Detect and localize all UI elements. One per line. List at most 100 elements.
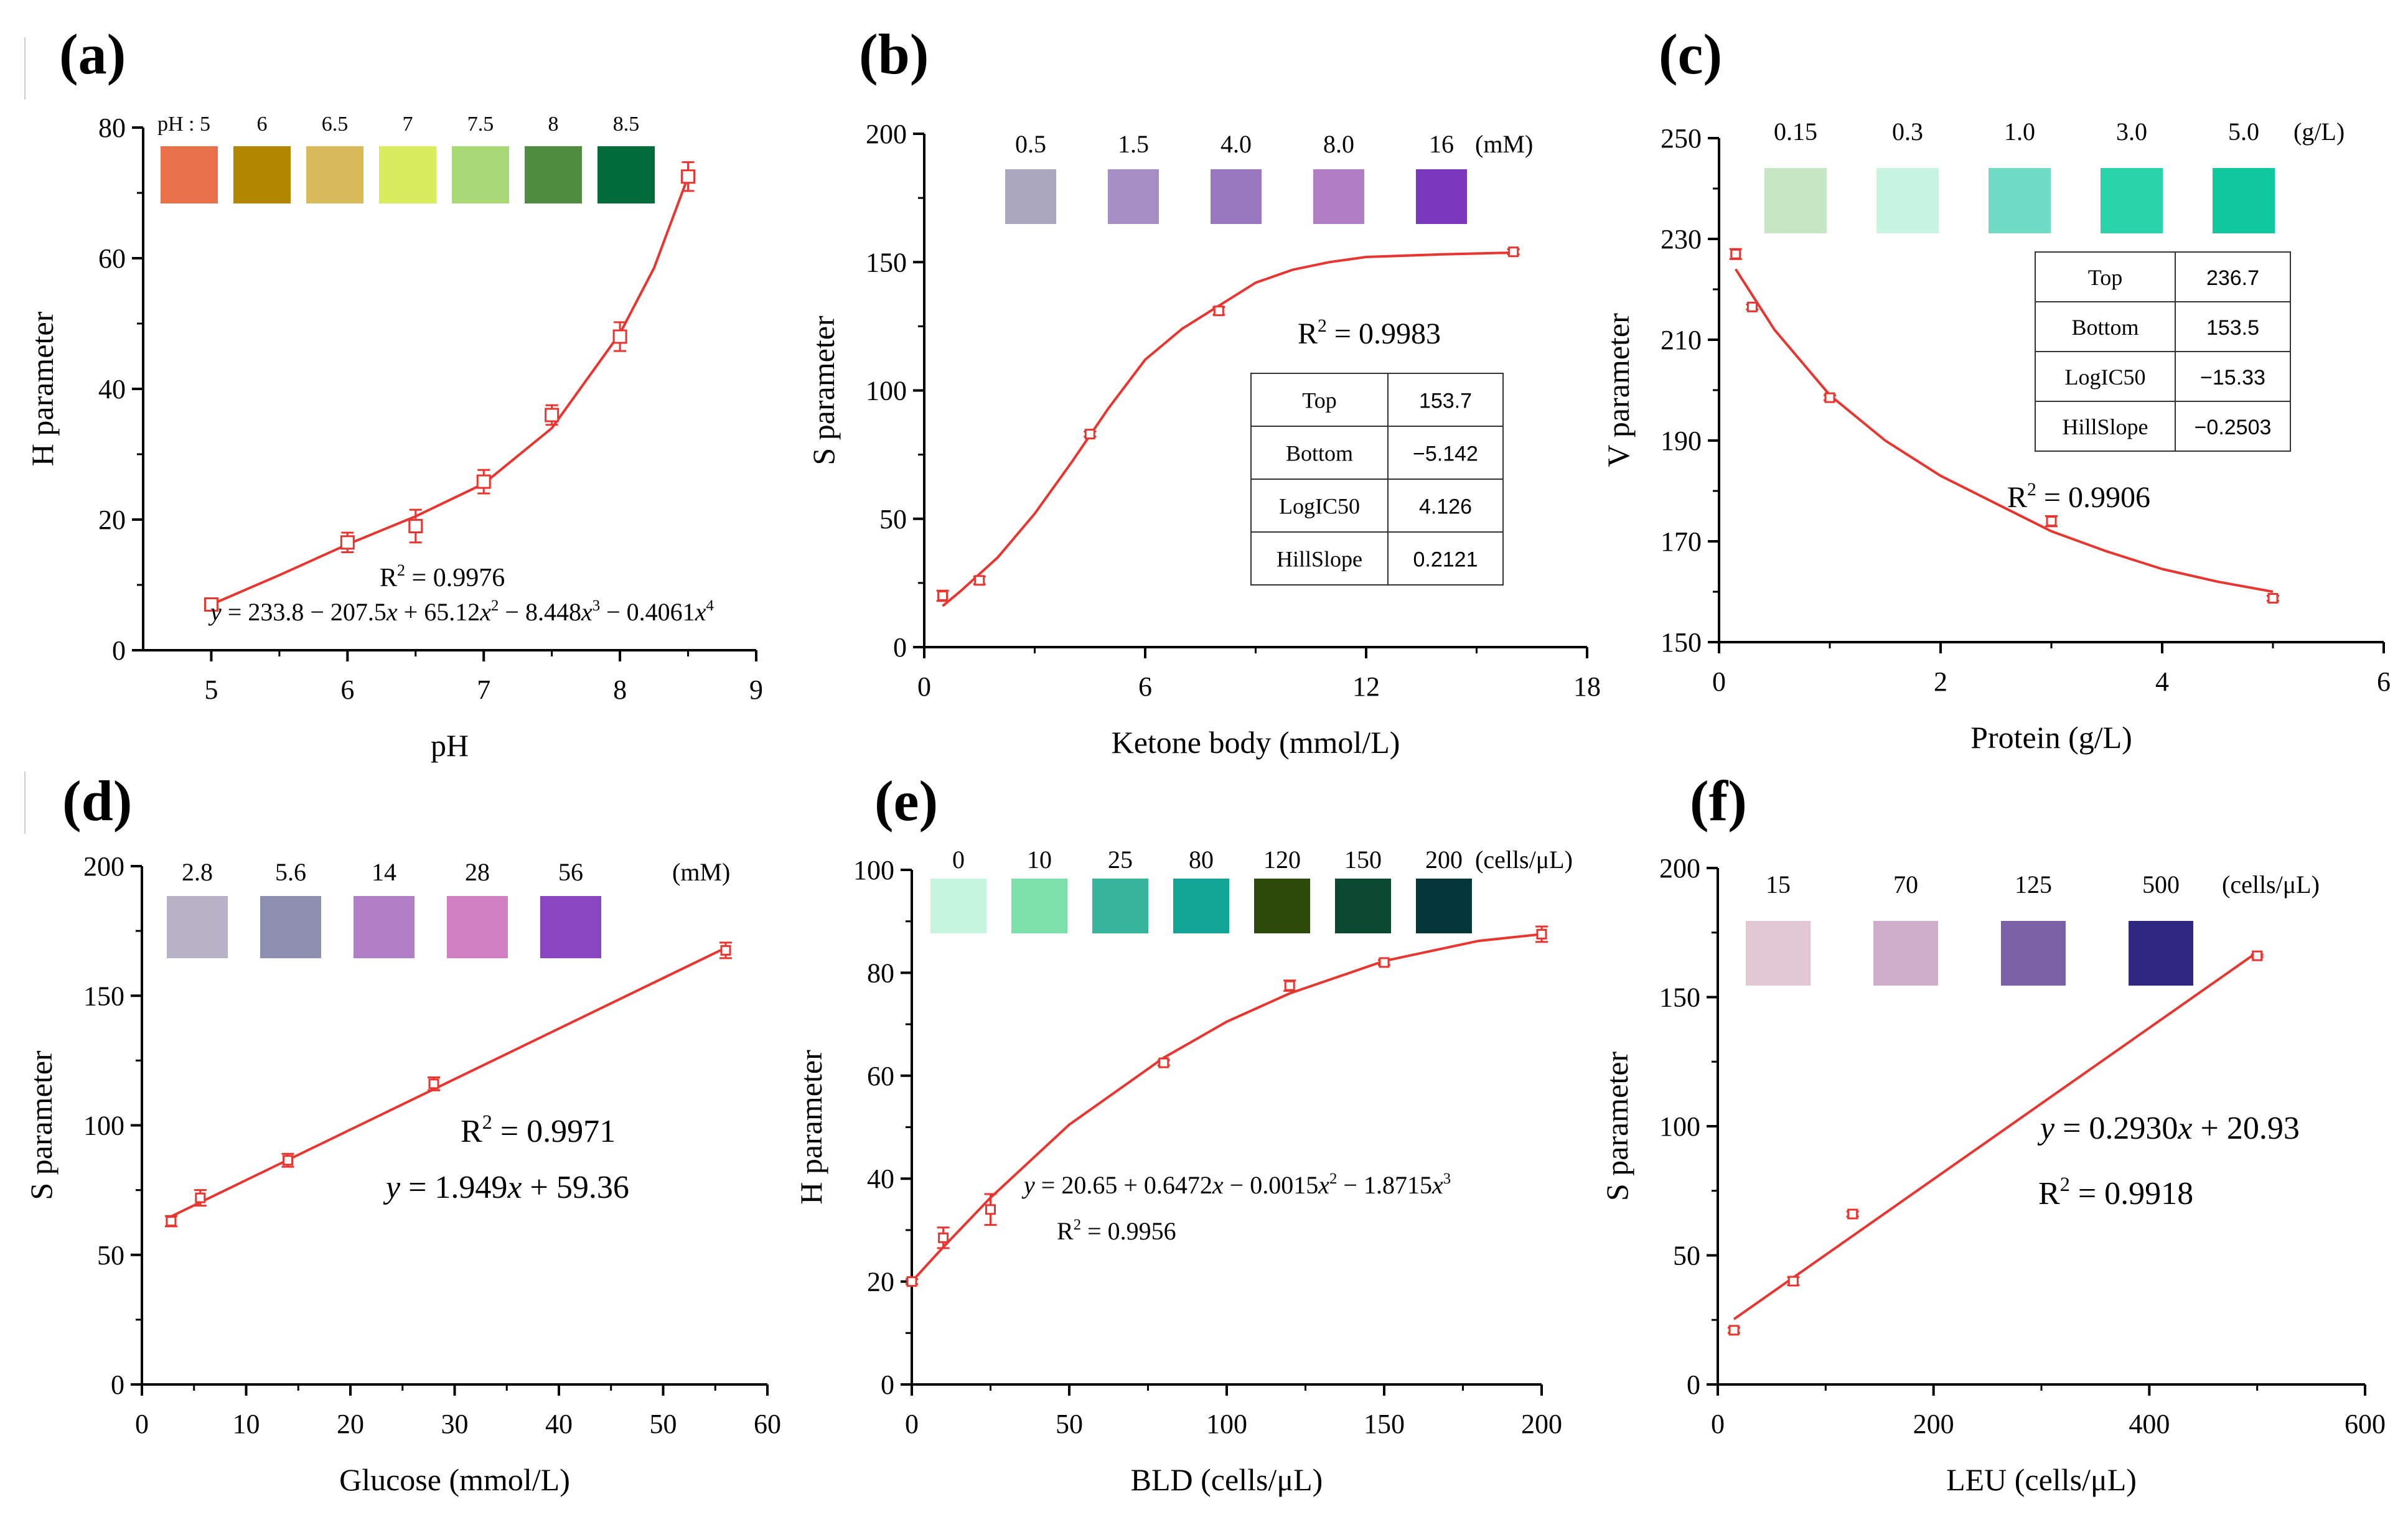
r-squared-label: R2 = 0.9976	[380, 561, 505, 592]
x-tick-label: 8	[613, 674, 627, 705]
swatch-label: 500	[2142, 871, 2180, 899]
fit-equation: y = 233.8 − 207.5x + 65.12x2 − 8.448x3 −…	[208, 597, 714, 626]
swatch-label: 80	[1189, 846, 1214, 874]
data-point	[283, 1155, 293, 1166]
swatch-unit-label: (cells/μL)	[1475, 846, 1573, 874]
swatch-label: 8.0	[1323, 130, 1354, 158]
y-tick-label: 40	[98, 374, 126, 404]
r-squared-label: R2 = 0.9956	[1057, 1216, 1176, 1245]
swatch-label: 1.0	[2004, 118, 2035, 146]
data-point	[2252, 950, 2263, 961]
y-tick-label: 80	[867, 958, 894, 988]
y-axis-label: S parameter	[806, 315, 841, 465]
swatch-label: 8	[548, 113, 559, 136]
table-param-name: Bottom	[2071, 315, 2139, 340]
chart-panel-a: (a) 5 6 7 8 9 0 20 40 60 80 pH H parameter pH : 5 6 6.5…	[25, 22, 763, 763]
y-tick-label: 0	[881, 1370, 894, 1400]
color-swatch	[306, 146, 363, 203]
color-swatch	[2213, 168, 2275, 233]
color-swatch	[2001, 921, 2066, 986]
data-point	[612, 329, 627, 344]
data-point	[1730, 248, 1741, 259]
color-swatch	[1092, 879, 1148, 933]
table-param-name: HillSlope	[1277, 547, 1362, 572]
y-tick-label: 0	[111, 1370, 124, 1400]
y-tick-label: 80	[98, 113, 126, 143]
table-param-value: 0.2121	[1413, 548, 1478, 572]
swatch-unit-label: (mM)	[1475, 130, 1533, 158]
data-point	[720, 945, 731, 956]
swatch-unit-label: (mM)	[672, 858, 730, 886]
y-tick-label: 250	[1661, 123, 1702, 154]
table-param-value: 4.126	[1419, 495, 1472, 519]
swatch-label: 7	[403, 113, 413, 136]
y-tick-label: 150	[1659, 983, 1700, 1013]
color-swatch	[1011, 879, 1067, 933]
data-point	[2046, 516, 2057, 527]
panel-label: (d)	[62, 769, 132, 833]
data-point	[985, 1204, 996, 1215]
color-swatch	[930, 879, 986, 933]
swatch-label: 125	[2015, 871, 2052, 899]
y-tick-label: 20	[98, 505, 126, 535]
x-tick-label: 0	[905, 1409, 919, 1439]
color-swatch	[1746, 921, 1811, 986]
swatch-label: 150	[1344, 846, 1382, 874]
x-tick-label: 200	[1521, 1409, 1562, 1439]
swatch-label: 0.5	[1015, 130, 1046, 158]
table-param-value: 236.7	[2206, 266, 2259, 290]
x-tick-label: 10	[233, 1409, 260, 1439]
color-swatch	[1108, 169, 1159, 224]
color-swatch	[161, 146, 218, 203]
r-squared-label: R2 = 0.9918	[2038, 1173, 2193, 1211]
y-tick-label: 200	[1659, 853, 1700, 884]
panel-label: (b)	[859, 22, 929, 86]
table-param-value: −0.2503	[2195, 416, 2272, 439]
y-axis-label: S parameter	[1600, 1052, 1634, 1202]
swatch-unit-label: (cells/μL)	[2222, 871, 2320, 899]
panel-label: (a)	[59, 22, 126, 86]
fit-curve	[171, 946, 726, 1218]
y-tick-label: 230	[1661, 224, 1702, 254]
color-swatch	[1173, 879, 1229, 933]
fit-equation: y = 0.2930x + 20.93	[2037, 1111, 2300, 1146]
data-point	[2267, 593, 2279, 604]
swatch-label: 6	[257, 113, 268, 136]
swatch-label: 0.3	[1892, 118, 1923, 146]
color-swatch	[447, 896, 508, 958]
x-tick-label: 0	[135, 1409, 149, 1439]
color-swatch	[354, 896, 415, 958]
data-point	[1158, 1057, 1169, 1068]
swatch-label: 14	[372, 858, 396, 886]
data-point	[340, 535, 355, 550]
y-tick-label: 50	[879, 504, 907, 534]
swatch-label: 70	[1893, 871, 1918, 899]
x-tick-label: 12	[1352, 671, 1380, 702]
x-tick-label: 0	[1711, 1409, 1725, 1439]
x-tick-label: 18	[1573, 671, 1601, 702]
fit-curve	[911, 933, 1542, 1282]
x-tick-label: 100	[1206, 1409, 1247, 1439]
chart-panel-f: (f) 0 200 400 600 0 50 100 150 200 LEU (cells/μL) S…	[1600, 769, 2386, 1497]
fit-curve	[1735, 268, 2274, 593]
panel-label: (c)	[1659, 22, 1722, 86]
y-tick-label: 0	[1687, 1370, 1700, 1400]
data-point	[195, 1192, 206, 1203]
x-tick-label: 2	[1934, 666, 1947, 697]
swatch-label: 1.5	[1118, 130, 1149, 158]
x-tick-label: 0	[917, 671, 931, 702]
color-swatch	[597, 146, 655, 203]
color-swatch	[233, 146, 291, 203]
color-swatch	[167, 896, 228, 958]
fit-equation: y = 1.949x + 59.36	[383, 1170, 629, 1205]
swatch-label: 15	[1766, 871, 1791, 899]
y-tick-label: 150	[83, 981, 124, 1011]
fit-curve	[210, 176, 690, 606]
swatch-label: pH : 5	[157, 113, 210, 136]
data-point	[937, 590, 949, 601]
data-point	[1379, 957, 1390, 968]
data-point	[1508, 246, 1519, 258]
table-param-name: Top	[2088, 265, 2122, 290]
color-swatch	[1989, 168, 2051, 233]
y-tick-label: 100	[853, 855, 894, 885]
